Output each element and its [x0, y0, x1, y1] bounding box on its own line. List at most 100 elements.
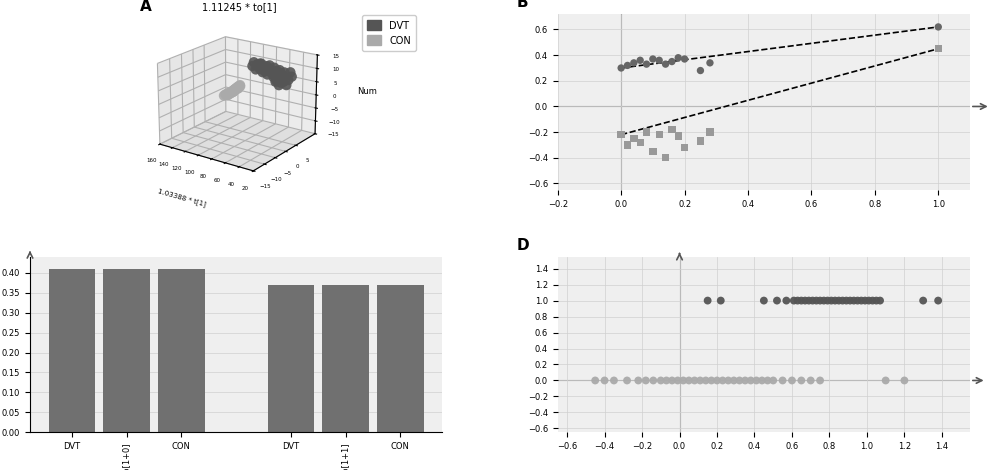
- Point: [658, 154, 674, 162]
- Point: [645, 377, 661, 384]
- Point: [743, 377, 759, 384]
- Point: [632, 139, 648, 146]
- Text: D: D: [516, 238, 529, 252]
- Point: [664, 377, 680, 384]
- Point: [632, 56, 648, 64]
- Point: [587, 377, 603, 384]
- Bar: [268, 285, 314, 432]
- Point: [878, 377, 894, 384]
- Point: [731, 377, 747, 384]
- Point: [801, 297, 817, 305]
- Point: [823, 297, 839, 305]
- Point: [803, 377, 819, 384]
- Point: [606, 377, 622, 384]
- Point: [687, 377, 703, 384]
- Point: [748, 377, 764, 384]
- Point: [756, 297, 772, 305]
- Point: [786, 297, 802, 305]
- Point: [692, 137, 708, 145]
- Point: [775, 377, 791, 384]
- Point: [842, 297, 858, 305]
- Point: [760, 377, 776, 384]
- Point: [720, 377, 736, 384]
- Point: [769, 297, 785, 305]
- Point: [850, 297, 866, 305]
- Point: [784, 377, 800, 384]
- Bar: [377, 285, 424, 432]
- Point: [857, 297, 873, 305]
- Point: [670, 54, 686, 62]
- Point: [793, 297, 809, 305]
- Point: [805, 297, 821, 305]
- Point: [713, 297, 729, 305]
- Point: [651, 56, 667, 64]
- Point: [816, 297, 832, 305]
- Point: [930, 23, 946, 31]
- Point: [865, 297, 881, 305]
- Point: [737, 377, 753, 384]
- Point: [793, 377, 809, 384]
- Text: 1.11245 * to[1]: 1.11245 * to[1]: [202, 2, 277, 12]
- Point: [709, 377, 725, 384]
- Point: [797, 297, 813, 305]
- Point: [831, 297, 847, 305]
- Point: [670, 377, 686, 384]
- Point: [861, 297, 877, 305]
- Point: [597, 377, 613, 384]
- Bar: [49, 269, 95, 432]
- Point: [846, 297, 862, 305]
- Point: [930, 297, 946, 305]
- Point: [664, 58, 680, 65]
- Point: [835, 297, 851, 305]
- Point: [812, 377, 828, 384]
- Point: [872, 297, 888, 305]
- Point: [778, 297, 794, 305]
- Point: [677, 55, 693, 63]
- Point: [702, 128, 718, 136]
- X-axis label: 1.03388 * t[1]: 1.03388 * t[1]: [157, 188, 206, 208]
- Point: [639, 60, 655, 68]
- Point: [619, 62, 635, 69]
- Point: [630, 377, 646, 384]
- Point: [692, 377, 708, 384]
- Point: [765, 377, 781, 384]
- Point: [812, 297, 828, 305]
- Point: [915, 297, 931, 305]
- Point: [626, 135, 642, 142]
- Point: [827, 297, 843, 305]
- Point: [619, 141, 635, 149]
- Point: [726, 377, 742, 384]
- Point: [896, 377, 912, 384]
- Point: [645, 148, 661, 155]
- Point: [670, 132, 686, 140]
- Point: [715, 377, 731, 384]
- Point: [658, 60, 674, 68]
- Point: [698, 377, 714, 384]
- Point: [700, 297, 716, 305]
- Point: [703, 377, 719, 384]
- Bar: [158, 269, 205, 432]
- Point: [638, 377, 654, 384]
- Point: [677, 144, 693, 151]
- Point: [702, 59, 718, 67]
- Legend: DVT, CON: DVT, CON: [362, 16, 416, 51]
- Point: [626, 59, 642, 67]
- Point: [645, 55, 661, 63]
- Point: [790, 297, 806, 305]
- Point: [613, 131, 629, 139]
- Point: [820, 297, 836, 305]
- Point: [838, 297, 854, 305]
- Point: [639, 128, 655, 136]
- Point: [930, 45, 946, 53]
- Point: [808, 297, 824, 305]
- Point: [613, 64, 629, 72]
- Point: [619, 377, 635, 384]
- Point: [653, 377, 669, 384]
- Point: [651, 131, 667, 139]
- Point: [658, 377, 674, 384]
- Point: [692, 67, 708, 74]
- Point: [868, 297, 884, 305]
- Bar: [103, 269, 150, 432]
- Point: [675, 377, 691, 384]
- Text: A: A: [139, 0, 151, 14]
